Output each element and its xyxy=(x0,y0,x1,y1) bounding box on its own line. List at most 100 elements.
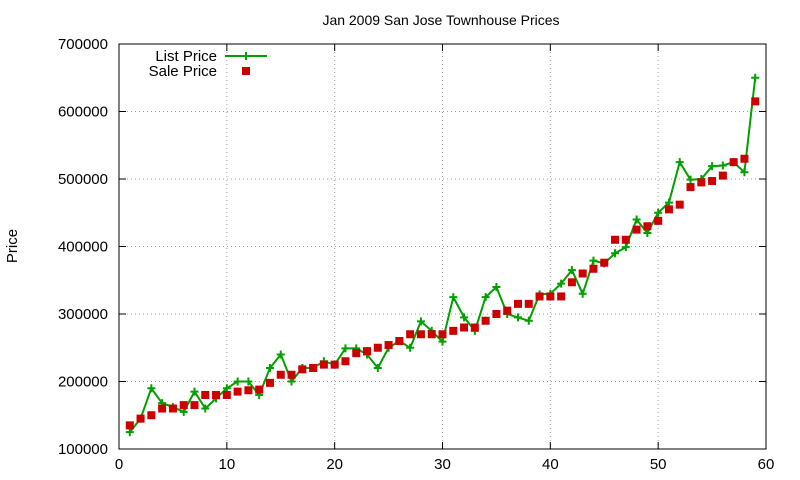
x-tick-label: 20 xyxy=(326,456,343,473)
axis-ticks xyxy=(118,43,767,450)
sale-price-point xyxy=(255,385,264,394)
sale-price-point xyxy=(276,370,285,379)
sale-price-point xyxy=(654,216,663,225)
y-tick-labels: 100000 200000 300000 400000 500000 600000 7000… xyxy=(58,36,108,458)
list-price-point xyxy=(201,404,210,413)
sale-price-point xyxy=(686,183,695,192)
sale-price-point xyxy=(395,337,404,345)
x-tick-label: 40 xyxy=(542,456,559,473)
list-price-point xyxy=(265,364,274,372)
list-price-point xyxy=(438,337,447,346)
list-price-point xyxy=(686,175,695,184)
y-tick-label: 200000 xyxy=(58,374,108,391)
sale-price-point xyxy=(675,200,684,209)
sale-price-point xyxy=(600,258,609,267)
sale-price-point xyxy=(384,341,393,350)
sale-price-point xyxy=(168,404,177,413)
list-price-point xyxy=(276,350,285,359)
list-price-point xyxy=(664,198,673,207)
y-tick-label: 600000 xyxy=(58,104,108,121)
sale-price-point xyxy=(697,178,706,187)
sale-price-point xyxy=(287,370,296,379)
grid xyxy=(119,44,766,449)
y-tick-label: 700000 xyxy=(58,36,108,53)
sale-price-point xyxy=(578,269,587,278)
y-tick-label: 300000 xyxy=(58,306,108,323)
list-price-point xyxy=(406,343,415,352)
sale-price-point xyxy=(319,360,328,369)
chart-title: Jan 2009 San Jose Townhouse Prices xyxy=(322,12,559,28)
sale-price-point xyxy=(621,235,630,244)
x-tick-label: 60 xyxy=(758,456,775,473)
list-price-point xyxy=(740,168,749,177)
sale-price-point xyxy=(729,158,738,167)
list-price-point xyxy=(244,377,253,386)
sale-price-point xyxy=(222,391,231,399)
sale-price-point xyxy=(632,225,641,234)
sale-price-point xyxy=(449,326,458,335)
list-price-point xyxy=(460,313,469,322)
list-price-point xyxy=(190,387,199,396)
list-price-point xyxy=(578,289,587,298)
sale-price-point xyxy=(233,387,242,396)
list-price-point xyxy=(481,293,490,302)
y-tick-label: 100000 xyxy=(58,441,108,458)
legend-marker-sale-price xyxy=(242,67,250,75)
list-price-point xyxy=(341,344,350,353)
sale-price-point xyxy=(244,386,253,395)
sale-price-point xyxy=(330,360,339,369)
sale-price-point xyxy=(309,364,318,372)
x-tick-label: 0 xyxy=(115,456,123,473)
sale-price-point xyxy=(406,330,415,339)
sale-price-point xyxy=(567,278,576,287)
list-price-point xyxy=(524,316,533,325)
list-price-point xyxy=(643,229,652,237)
sale-price-point xyxy=(718,171,727,180)
sale-price-point xyxy=(470,323,479,332)
list-price-point xyxy=(611,249,620,258)
sale-price-point xyxy=(664,205,673,214)
sale-price-point xyxy=(535,292,544,301)
list-price-point xyxy=(416,317,425,326)
sale-price-point xyxy=(373,343,382,352)
x-tick-labels: 0 10 20 30 40 50 60 xyxy=(115,456,775,473)
sale-price-point xyxy=(158,404,167,413)
sale-price-point xyxy=(136,414,145,423)
legend-label-list-price: List Price xyxy=(155,48,217,65)
sale-price-point xyxy=(503,306,512,315)
list-price-line xyxy=(129,77,757,433)
sale-price-point xyxy=(524,299,533,308)
legend: List Price Sale Price xyxy=(149,48,267,80)
sale-price-point xyxy=(265,378,274,387)
legend-marker-list-price xyxy=(242,52,250,60)
list-price-point xyxy=(179,407,188,416)
list-price-point xyxy=(718,161,727,170)
sale-price-point xyxy=(201,391,210,399)
sale-price-point xyxy=(513,299,522,308)
sale-price-point xyxy=(740,154,749,163)
list-price-point xyxy=(222,384,231,393)
sale-price-point xyxy=(341,357,350,366)
sale-price-point xyxy=(546,292,555,301)
sale-price-point xyxy=(438,330,447,339)
list-price-point xyxy=(147,384,156,393)
sale-price-point xyxy=(492,310,501,318)
list-price-point xyxy=(233,377,242,386)
sale-price-point xyxy=(643,222,652,231)
list-price-point xyxy=(492,283,501,291)
sale-price-point xyxy=(190,401,199,410)
sale-price-point xyxy=(179,401,188,410)
y-tick-label: 500000 xyxy=(58,171,108,188)
list-price-point xyxy=(675,158,684,167)
sale-price-point xyxy=(611,235,620,244)
list-price-point xyxy=(567,266,576,275)
legend-label-sale-price: Sale Price xyxy=(149,63,217,80)
sale-price-point xyxy=(363,347,372,356)
sale-price-point xyxy=(589,264,598,273)
list-price-point xyxy=(125,428,134,437)
list-price-point xyxy=(632,215,641,224)
list-price-point xyxy=(557,279,566,288)
sale-price-point xyxy=(427,330,436,339)
list-price-point xyxy=(708,162,717,171)
